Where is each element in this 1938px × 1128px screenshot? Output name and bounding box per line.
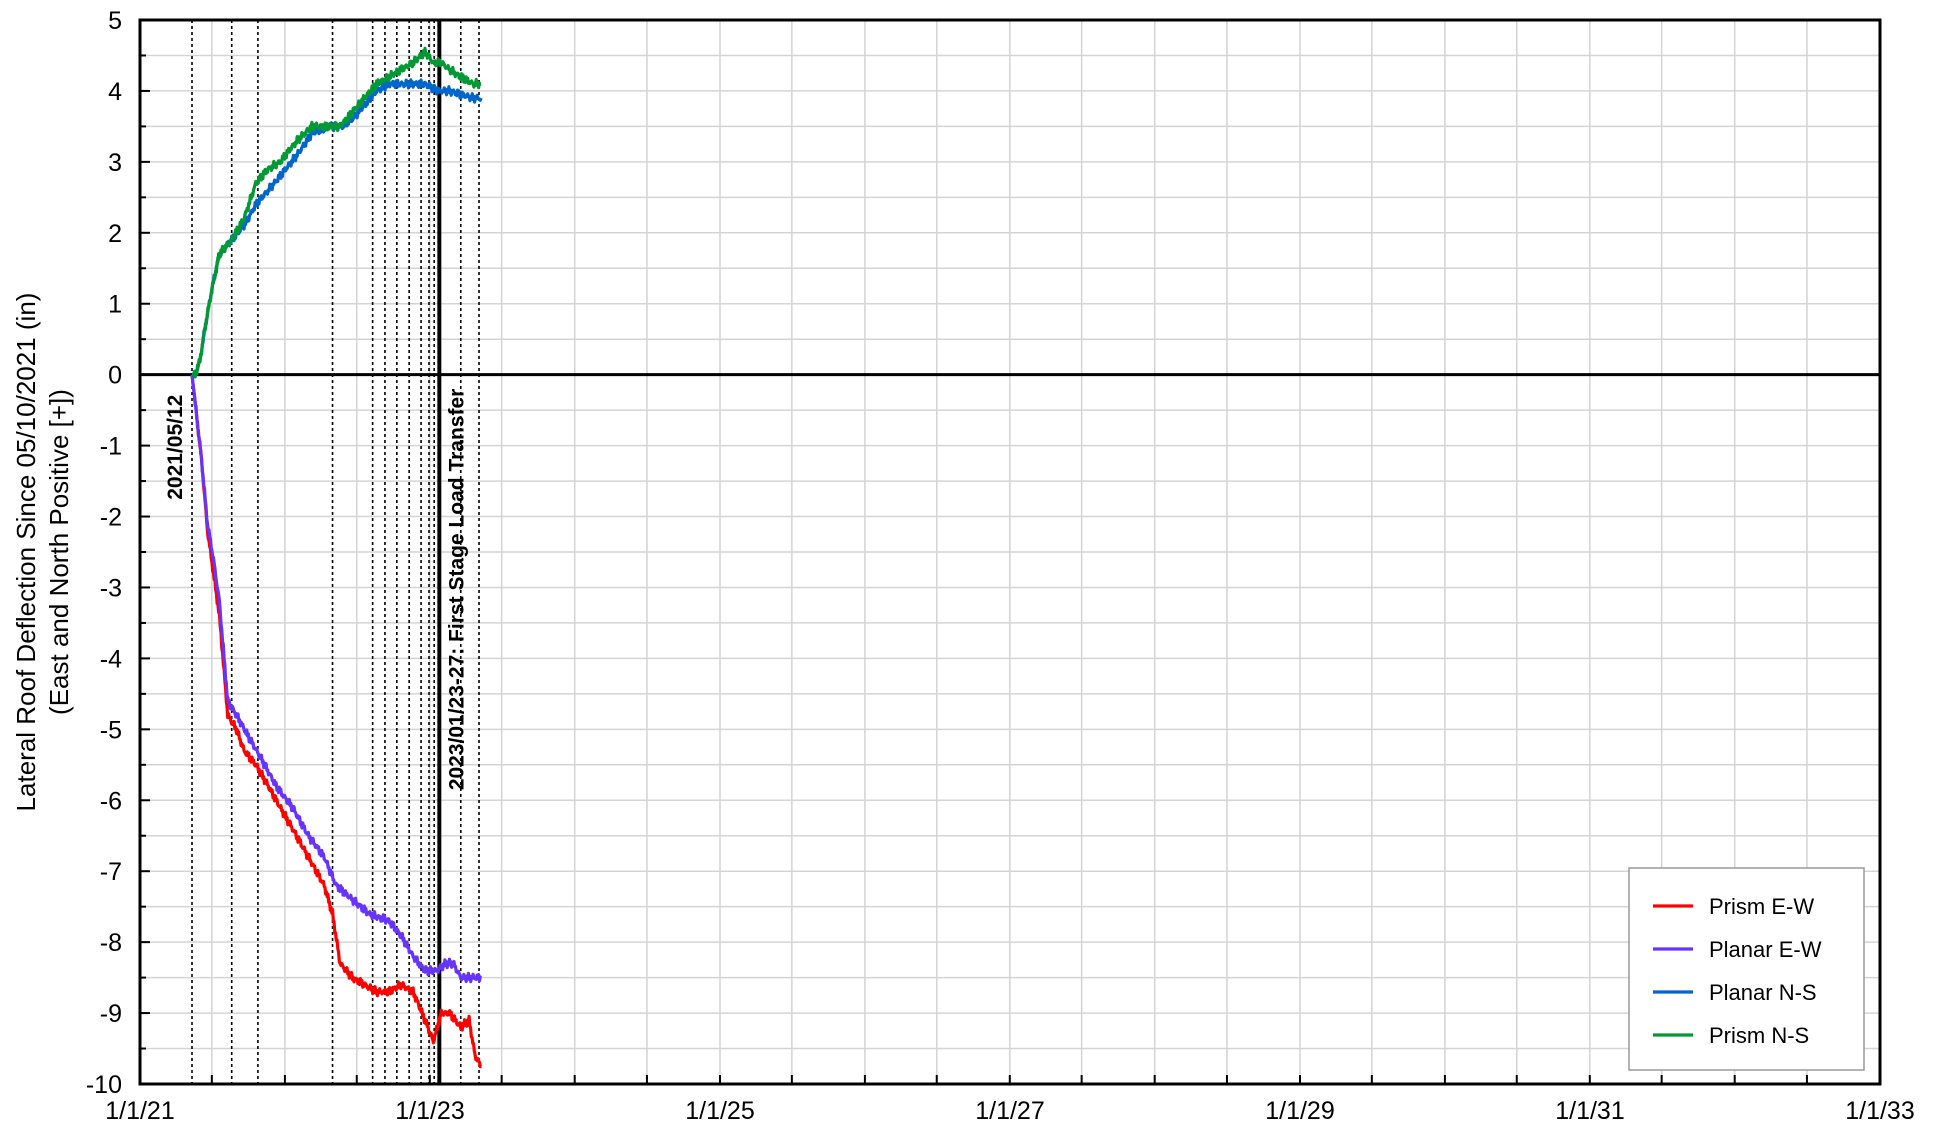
event-lines (191, 20, 480, 1084)
y-tick-label: 5 (108, 7, 122, 35)
x-tick-label: 1/1/33 (1845, 1097, 1915, 1125)
annotation-load-transfer: 2023/01/23-27: First Stage Load Transfer (445, 389, 468, 791)
legend-label: Planar E-W (1709, 937, 1822, 962)
y-tick-label: -8 (100, 929, 122, 957)
y-tick-label: -7 (100, 858, 122, 886)
x-tick-label: 1/1/23 (395, 1097, 465, 1125)
y-tick-label: 1 (108, 291, 122, 319)
series-line-prism-n-s (191, 46, 482, 379)
x-axis: 1/1/21 1/1/23 1/1/25 1/1/27 1/1/29 1/1/31 1/1/… (105, 1075, 1915, 1125)
y-axis-title: Lateral Roof Deflection Since 05/10/2021… (11, 293, 74, 812)
series-line-planar-e-w (190, 374, 483, 984)
y-tick-label: -5 (100, 716, 122, 744)
y-tick-label: -4 (100, 645, 122, 673)
legend: Prism E-W Planar E-W Planar N-S Prism N-S (1628, 867, 1865, 1071)
y-tick-label: -3 (100, 574, 122, 602)
annotations: 2021/05/12 2023/01/23-27: First Stage Loa… (164, 389, 468, 791)
y-tick-label: 3 (108, 149, 122, 177)
y-tick-label: -2 (100, 504, 122, 532)
y-tick-label: 2 (108, 220, 122, 248)
x-tick-label: 1/1/21 (105, 1097, 175, 1125)
legend-label: Prism N-S (1709, 1023, 1809, 1048)
legend-label: Prism E-W (1709, 894, 1814, 919)
y-tick-label: -1 (100, 433, 122, 461)
y-tick-label: 0 (108, 362, 122, 390)
y-tick-label: -9 (100, 1000, 122, 1028)
grid-lines (139, 19, 1881, 1085)
annotation-start-date: 2021/05/12 (164, 395, 187, 500)
y-tick-label: -10 (86, 1071, 122, 1099)
y-axis-title-line: (East and North Positive [+]) (44, 389, 74, 715)
series-lines (190, 46, 483, 1069)
y-tick-label: 4 (108, 78, 122, 106)
legend-label: Planar N-S (1709, 980, 1817, 1005)
x-tick-label: 1/1/27 (975, 1097, 1045, 1125)
x-tick-label: 1/1/31 (1555, 1097, 1625, 1125)
x-tick-label: 1/1/29 (1265, 1097, 1335, 1125)
x-tick-label: 1/1/25 (685, 1097, 755, 1125)
y-axis-title-line: Lateral Roof Deflection Since 05/10/2021… (11, 293, 41, 812)
y-tick-label: -6 (100, 787, 122, 815)
series-line-prism-e-w (190, 374, 482, 1069)
